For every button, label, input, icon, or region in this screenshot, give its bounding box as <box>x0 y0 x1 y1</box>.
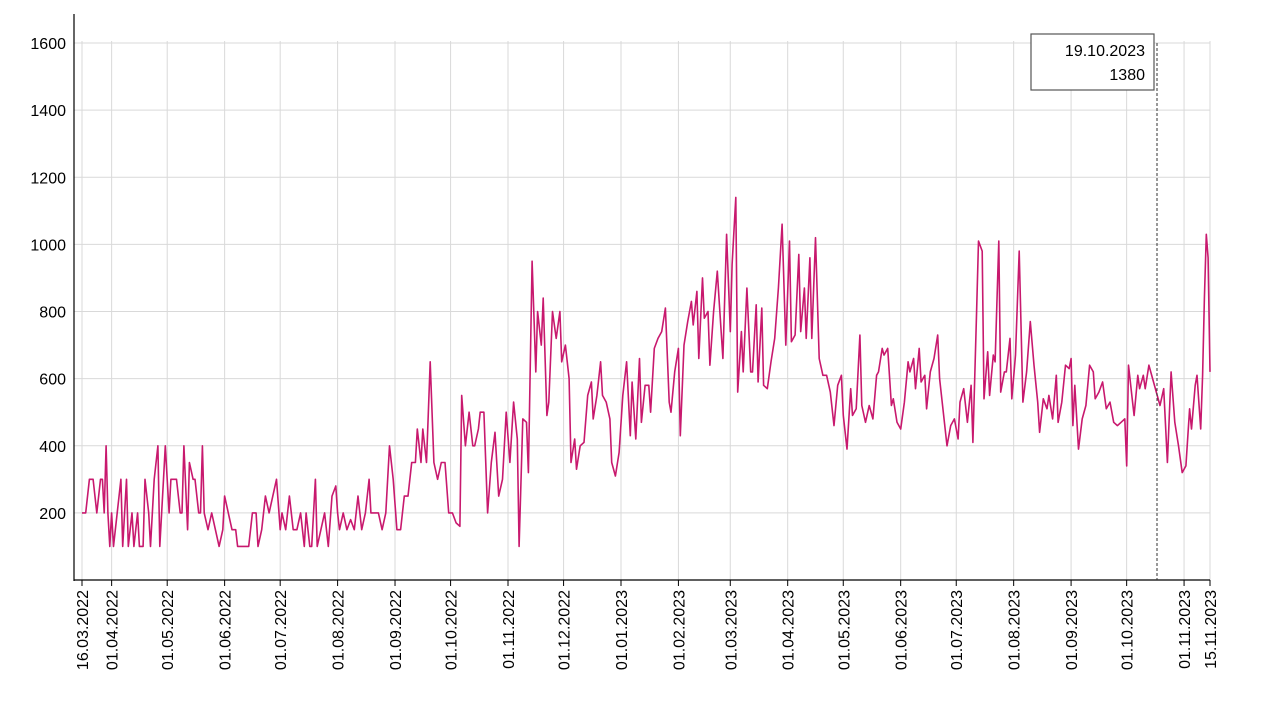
x-tick-label: 01.04.2022 <box>105 590 122 670</box>
y-axis-tick-labels: 200 400 600 800 1000 1200 1400 1600 <box>30 36 66 523</box>
y-tick-label: 200 <box>39 506 66 523</box>
chart-axes <box>73 14 1211 586</box>
y-tick-label: 1600 <box>30 36 66 53</box>
y-tick-label: 1000 <box>30 237 66 254</box>
x-axis-tick-labels: 16.03.2022 01.04.2022 01.05.2022 01.06.2022… <box>75 590 1220 670</box>
x-tick-label: 01.12.2022 <box>557 590 574 670</box>
x-tick-label: 01.04.2023 <box>781 590 798 670</box>
x-tick-label: 01.02.2023 <box>671 590 688 670</box>
x-tick-label: 01.10.2023 <box>1120 590 1137 670</box>
series-line <box>82 196 1211 548</box>
x-tick-label: 15.11.2023 <box>1203 590 1220 669</box>
y-tick-label: 1200 <box>30 170 66 187</box>
x-tick-label: 01.10.2022 <box>444 590 461 670</box>
y-tick-label: 400 <box>39 439 66 456</box>
x-tick-label: 01.07.2023 <box>949 590 966 670</box>
y-tick-label: 800 <box>39 305 66 322</box>
x-tick-label: 01.01.2023 <box>614 590 631 670</box>
x-tick-label: 01.09.2022 <box>388 590 405 670</box>
x-tick-label: 16.03.2022 <box>75 590 92 670</box>
tooltip-box <box>1030 33 1155 91</box>
x-tick-label: 01.06.2023 <box>894 590 911 670</box>
x-tick-label: 01.07.2022 <box>273 590 290 670</box>
x-tick-label: 01.11.2022 <box>501 590 518 669</box>
x-tick-label: 01.06.2022 <box>218 590 235 670</box>
x-tick-label: 01.08.2022 <box>331 590 348 670</box>
x-tick-label: 01.05.2023 <box>836 590 853 670</box>
y-tick-label: 1400 <box>30 103 66 120</box>
tooltip-date: 19.10.2023 <box>1065 43 1145 60</box>
x-tick-label: 01.08.2023 <box>1007 590 1024 670</box>
tooltip: 19.10.2023 1380 <box>1030 33 1155 91</box>
chart-grid <box>74 41 1211 580</box>
y-tick-label: 600 <box>39 372 66 389</box>
x-tick-label: 01.05.2022 <box>160 590 177 670</box>
x-tick-label: 01.11.2023 <box>1177 590 1194 669</box>
x-tick-label: 01.03.2023 <box>723 590 740 670</box>
x-tick-label: 01.09.2023 <box>1064 590 1081 670</box>
tooltip-value: 1380 <box>1109 67 1145 84</box>
